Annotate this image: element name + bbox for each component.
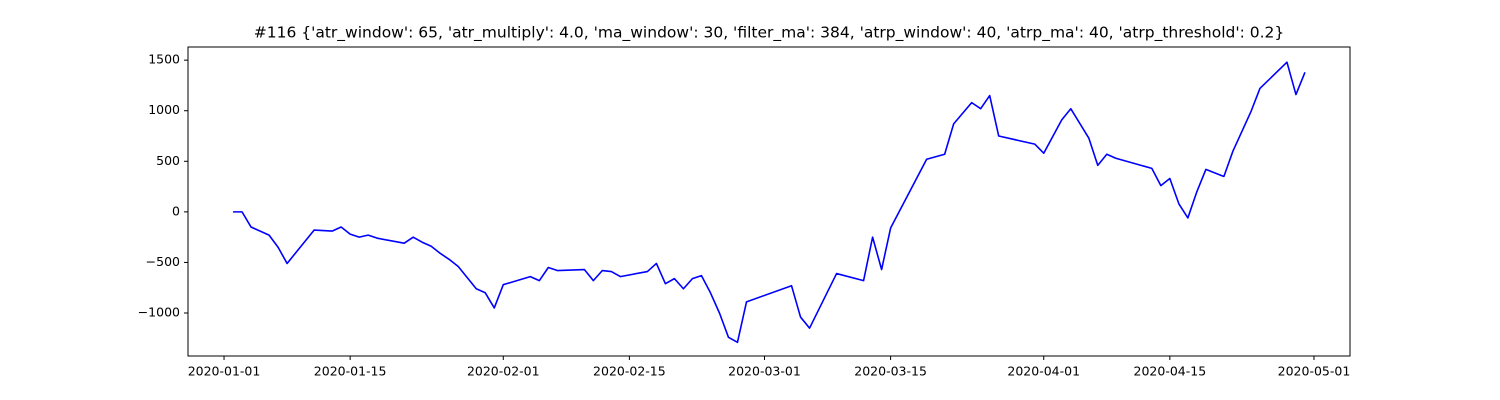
x-tick-label: 2020-01-01	[188, 364, 261, 379]
plot-frame	[187, 46, 1351, 357]
x-tick-label: 2020-02-01	[467, 364, 540, 379]
y-tick-label: 1500	[148, 52, 180, 67]
x-tick-label: 2020-04-15	[1134, 364, 1207, 379]
line	[233, 61, 1306, 344]
x-tick-label: 2020-01-15	[314, 364, 387, 379]
y-tick-label: −500	[146, 254, 180, 269]
x-tick-label: 2020-03-15	[854, 364, 927, 379]
y-tick-label: 1000	[148, 102, 180, 117]
x-tick-label: 2020-03-01	[728, 364, 801, 379]
x-tick-label: 2020-05-01	[1278, 364, 1351, 379]
x-tick-label: 2020-02-15	[593, 364, 666, 379]
y-tick-label: 0	[172, 203, 180, 218]
x-tick-label: 2020-04-01	[1007, 364, 1080, 379]
chart-title: #116 {'atr_window': 65, 'atr_multiply': …	[254, 24, 1285, 43]
y-tick-label: −1000	[138, 305, 180, 320]
y-tick-label: 500	[156, 153, 180, 168]
